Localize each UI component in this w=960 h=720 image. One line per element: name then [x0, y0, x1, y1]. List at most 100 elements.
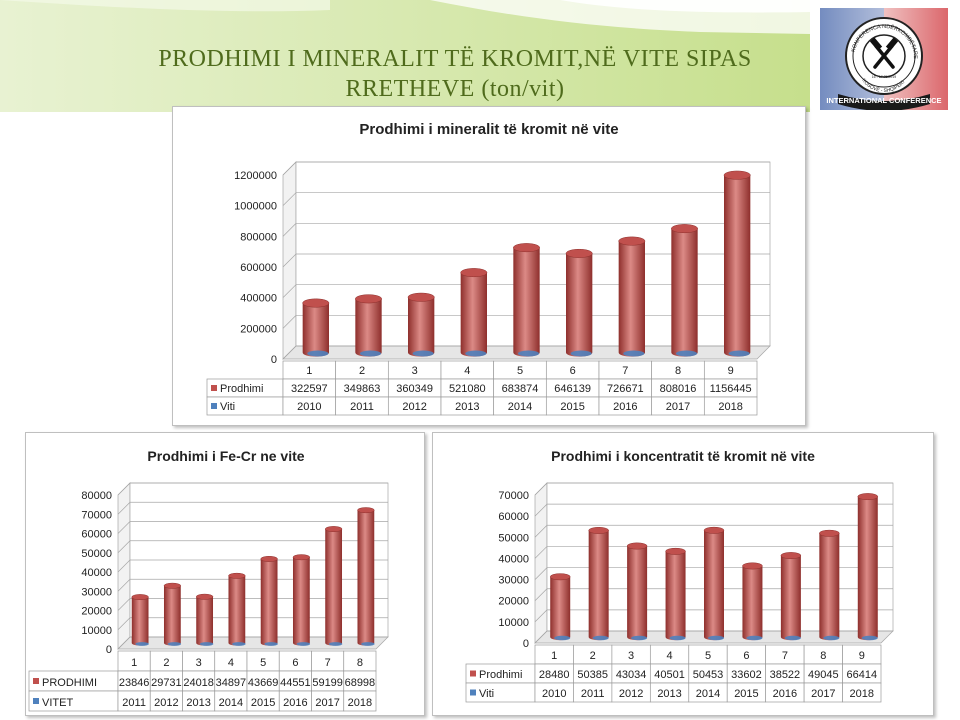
- data-label: 34897: [216, 677, 247, 689]
- data-label: 38522: [770, 669, 801, 681]
- category-label: 9: [859, 650, 865, 662]
- data-label: 43669: [248, 677, 279, 689]
- bar: [857, 493, 879, 641]
- gridline: [534, 524, 893, 538]
- bar: [407, 292, 435, 357]
- gridline: [534, 503, 893, 517]
- category-label: 5: [517, 365, 523, 377]
- data-label: 2017: [811, 688, 835, 700]
- y-tick-label: 0: [523, 638, 529, 650]
- y-tick-label: 60000: [498, 511, 529, 523]
- data-label: 59199: [312, 677, 343, 689]
- gridline: [282, 192, 770, 206]
- y-tick-label: 70000: [498, 490, 529, 502]
- category-label: 4: [666, 650, 672, 662]
- gridline: [534, 567, 893, 580]
- data-label: 2012: [619, 688, 643, 700]
- category-label: 3: [412, 365, 418, 377]
- y-tick-label: 800000: [240, 231, 277, 243]
- y-tick-label: 30000: [498, 575, 529, 587]
- category-label: 4: [464, 365, 470, 377]
- gridline: [117, 521, 388, 534]
- bar: [355, 294, 382, 357]
- y-tick-label: 1200000: [234, 170, 277, 182]
- data-label: 2015: [251, 697, 275, 709]
- bar: [626, 542, 648, 641]
- legend-label: VITET: [42, 697, 73, 709]
- legend-swatch: [211, 403, 217, 409]
- data-label: 2017: [315, 697, 339, 709]
- bar: [780, 552, 802, 641]
- legend-label: Prodhimi: [220, 383, 263, 395]
- chart-panel-mineral: Prodhimi i mineralit të kromit në vite 0 2…: [172, 106, 806, 426]
- data-label: 28480: [539, 669, 570, 681]
- data-label: 2016: [283, 697, 307, 709]
- data-label: 44551: [280, 677, 311, 689]
- y-tick-label: 600000: [240, 262, 277, 274]
- gridline: [117, 501, 388, 515]
- legend-label: Prodhimi: [479, 669, 522, 681]
- y-tick-label: 1000000: [234, 201, 277, 213]
- category-label: 1: [131, 657, 137, 669]
- data-label: 2014: [696, 688, 720, 700]
- mining-hammers-icon: [873, 44, 895, 69]
- bar: [665, 547, 686, 641]
- chart-fecr: Prodhimi i Fe-Cr ne vite 0 10000 20000 30000…: [28, 448, 389, 712]
- bar: [302, 298, 330, 357]
- legend-swatch: [470, 670, 476, 677]
- legend-swatch: [33, 678, 39, 684]
- category-label: 5: [260, 657, 266, 669]
- legend-label: Viti: [220, 401, 235, 413]
- data-label: 2013: [186, 697, 210, 709]
- y-tick-label: 0: [271, 354, 277, 366]
- data-table: 1 2 3 4 5 6 7 8 9 Prodhimi 322597 349863 360349 52108…: [206, 360, 758, 416]
- data-label: 808016: [660, 383, 697, 395]
- data-label: 2012: [402, 401, 426, 413]
- bar: [703, 526, 725, 641]
- y-tick-label: 10000: [498, 617, 529, 629]
- data-label: 49045: [808, 669, 839, 681]
- y-tick-label: 60000: [81, 529, 112, 541]
- data-label: 40501: [654, 669, 685, 681]
- category-label: 8: [675, 365, 681, 377]
- bar: [513, 243, 540, 357]
- y-tick-label: 70000: [81, 509, 112, 521]
- legend-swatch: [33, 698, 39, 704]
- data-label: 2016: [613, 401, 637, 413]
- data-label: 50385: [577, 669, 608, 681]
- legend-label: Viti: [479, 688, 494, 700]
- data-label: 2012: [154, 697, 178, 709]
- chart-title: Prodhimi i koncentratit të kromit në vit…: [551, 448, 815, 464]
- category-label: 2: [359, 365, 365, 377]
- gridline: [282, 161, 770, 176]
- logo-date-text: 16 - 17.05.2019: [872, 75, 897, 79]
- data-label: 2018: [850, 688, 874, 700]
- data-label: 2011: [350, 401, 374, 413]
- data-label: 50453: [693, 669, 724, 681]
- bar: [742, 562, 763, 641]
- gridline: [534, 588, 893, 601]
- category-label: 3: [628, 650, 634, 662]
- data-label: 29731: [151, 677, 182, 689]
- gridline: [282, 314, 770, 329]
- bar: [819, 529, 840, 641]
- y-tick-label: 30000: [81, 586, 112, 598]
- gridline: [534, 630, 893, 644]
- y-tick-label: 400000: [240, 293, 277, 305]
- chart-title: Prodhimi i mineralit të kromit në vite: [359, 121, 618, 138]
- gridline: [282, 253, 770, 268]
- data-label: 68998: [345, 677, 376, 689]
- category-label: 8: [820, 650, 826, 662]
- y-tick-label: 200000: [240, 323, 277, 335]
- y-tick-label: 50000: [498, 532, 529, 544]
- floor: [117, 636, 389, 650]
- legend-label: PRODHIMI: [42, 677, 97, 689]
- bar: [163, 582, 182, 646]
- data-label: 2013: [657, 688, 681, 700]
- data-label: 360349: [396, 383, 433, 395]
- gridline: [534, 546, 893, 559]
- data-label: 2017: [666, 401, 690, 413]
- data-label: 521080: [449, 383, 486, 395]
- data-label: 322597: [291, 383, 328, 395]
- category-label: 1: [306, 365, 312, 377]
